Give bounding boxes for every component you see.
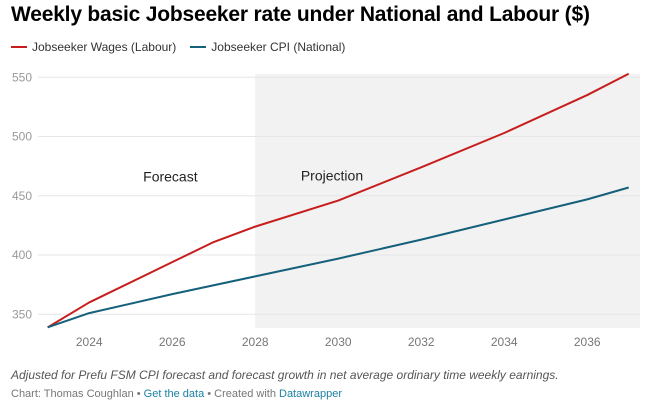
chart-title: Weekly basic Jobseeker rate under Nation… <box>11 3 590 26</box>
legend: Jobseeker Wages (Labour) Jobseeker CPI (… <box>11 40 345 54</box>
legend-item-labour: Jobseeker Wages (Labour) <box>11 40 176 54</box>
x-tick-label: 2028 <box>242 335 269 349</box>
get-data-link[interactable]: Get the data <box>143 388 205 400</box>
y-tick-label: 450 <box>12 189 32 203</box>
legend-item-national: Jobseeker CPI (National) <box>190 40 345 54</box>
x-tick-label: 2026 <box>159 335 186 349</box>
y-tick-label: 350 <box>12 307 32 321</box>
created-with: • Created with <box>204 388 279 400</box>
byline: Chart: Thomas Coughlan <box>11 388 134 400</box>
chart-footer: Chart: Thomas Coughlan • Get the data • … <box>11 388 342 400</box>
series-line-national <box>47 186 629 329</box>
series-line-labour <box>47 72 630 329</box>
projection-shading <box>255 74 640 328</box>
y-tick-label: 550 <box>12 70 32 84</box>
x-tick-label: 2034 <box>491 335 518 349</box>
x-tick-label: 2032 <box>408 335 435 349</box>
annotation-projection: Projection <box>301 167 363 183</box>
separator: • <box>133 388 144 400</box>
annotation-forecast: Forecast <box>143 169 198 185</box>
datawrapper-link[interactable]: Datawrapper <box>279 388 342 400</box>
legend-swatch-labour <box>11 46 27 48</box>
x-tick-label: 2030 <box>325 335 352 349</box>
legend-label-labour: Jobseeker Wages (Labour) <box>32 40 177 54</box>
x-tick-label: 2024 <box>76 335 103 349</box>
y-tick-label: 400 <box>12 248 32 262</box>
y-tick-label: 500 <box>12 130 32 144</box>
x-tick-label: 2036 <box>574 335 601 349</box>
legend-label-national: Jobseeker CPI (National) <box>211 40 346 54</box>
legend-swatch-national <box>190 46 207 48</box>
chart-notes: Adjusted for Prefu FSM CPI forecast and … <box>11 368 559 382</box>
